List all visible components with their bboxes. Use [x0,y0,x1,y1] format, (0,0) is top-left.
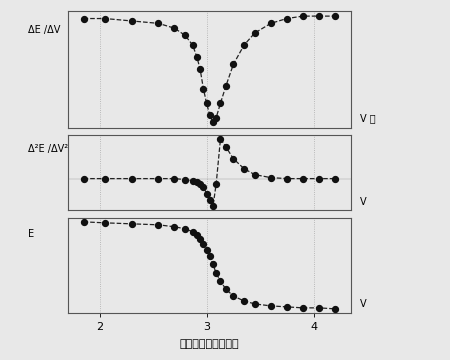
Point [155,222,162,228]
Point [240,42,248,48]
Point [222,83,230,89]
Point [299,13,306,19]
Point [283,15,290,21]
Point [206,112,213,118]
Point [203,247,210,252]
Point [203,100,210,106]
Point [128,18,135,24]
Point [240,166,248,171]
Text: Δ²E /ΔV²: Δ²E /ΔV² [28,144,68,154]
Point [182,177,189,183]
Point [299,176,306,181]
Point [189,42,196,48]
Point [194,179,201,184]
Point [101,176,108,181]
Point [331,176,338,181]
Point [189,178,196,184]
Point [197,66,204,72]
Point [230,293,237,299]
Point [203,191,210,197]
Point [206,198,213,203]
Point [128,176,135,181]
Point [80,219,87,225]
Point [194,232,201,238]
Point [315,13,323,19]
Point [209,261,216,267]
Point [267,21,274,26]
Point [283,304,290,310]
Point [267,175,274,180]
Point [197,236,204,242]
Point [315,176,323,181]
Point [217,100,224,106]
Point [155,21,162,26]
Text: E: E [28,229,34,239]
Point [101,220,108,226]
Point [171,176,178,181]
Point [209,204,216,210]
Point [212,270,220,276]
Point [217,278,224,284]
Point [212,115,220,121]
Point [267,303,274,309]
Point [182,226,189,231]
Point [128,221,135,227]
Text: V: V [360,300,366,309]
Point [209,120,216,125]
Point [80,176,87,181]
Point [194,54,201,60]
Point [200,184,207,189]
Text: V: V [360,197,366,207]
Point [331,306,338,312]
Point [189,229,196,235]
X-axis label: 胶体果胶铋干混悬剂: 胶体果胶铋干混悬剂 [180,339,239,349]
Point [315,305,323,311]
Point [299,305,306,311]
Point [200,241,207,247]
Point [182,32,189,38]
Text: V 均: V 均 [360,113,375,123]
Point [206,253,213,259]
Point [331,13,338,19]
Point [283,176,290,181]
Point [212,181,220,186]
Point [217,136,224,142]
Point [171,25,178,31]
Text: ΔE /ΔV: ΔE /ΔV [28,25,60,35]
Point [240,298,248,304]
Point [80,15,87,21]
Point [222,144,230,150]
Point [155,176,162,181]
Point [251,301,258,307]
Point [230,62,237,67]
Point [101,15,108,21]
Point [197,181,204,186]
Point [222,286,230,292]
Point [200,86,207,91]
Point [171,224,178,230]
Point [251,30,258,36]
Point [251,172,258,177]
Point [230,156,237,162]
